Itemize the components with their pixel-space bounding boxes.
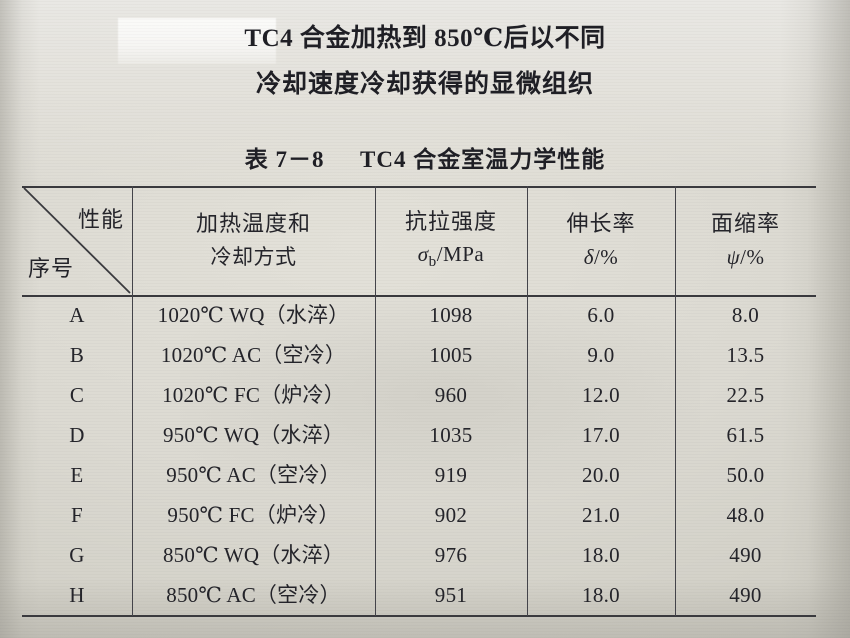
table-caption: 表 7－8 TC4 合金室温力学性能 (0, 140, 850, 174)
paper-shadow-bottom-edge (0, 578, 850, 638)
column-divider-4 (675, 186, 676, 616)
header-heating-line2: 冷却方式 (210, 244, 297, 269)
cell-tensile-strength: 976 (434, 543, 468, 567)
cell-heating-cooling: 1020℃ AC（空冷） (160, 343, 347, 367)
header-corner-index-label: 序号 (28, 256, 75, 281)
table-rule-bottom (22, 615, 816, 617)
table-row: E 950℃ AC（空冷） 919 20.0 50.0 (22, 455, 816, 495)
cell-elongation: 6.0 (587, 303, 615, 327)
header-elongation-line1: 伸长率 (566, 210, 636, 236)
header-reduction-line1: 面缩率 (710, 210, 780, 236)
header-cell-corner-diagonal: 性能 序号 (22, 186, 132, 295)
cell-tensile-strength: 1005 (429, 343, 473, 367)
cell-heating-cooling: 950℃ FC（炉冷） (167, 503, 340, 527)
table-row: B 1020℃ AC（空冷） 1005 9.0 13.5 (22, 335, 816, 375)
diagonal-slash-icon (23, 187, 131, 294)
header-cell-heating-and-cooling: 加热温度和 冷却方式 (132, 186, 375, 295)
cell-sample-id: E (70, 463, 84, 487)
figure-caption-line-2: 冷却速度冷却获得的显微组织 (255, 71, 594, 98)
column-divider-3 (527, 186, 528, 616)
cell-tensile-strength: 960 (434, 383, 468, 407)
cell-reduction-of-area: 490 (729, 543, 762, 567)
cell-sample-id: B (69, 343, 85, 367)
table-caption-number: 表 7－8 (244, 147, 325, 172)
cell-elongation: 20.0 (582, 463, 620, 487)
cell-heating-cooling: 850℃ AC（空冷） (166, 583, 341, 607)
figure-caption: TC4 合金加热到 850℃后以不同 冷却速度冷却获得的显微组织 (0, 16, 850, 108)
header-tensile-line1: 抗拉强度 (404, 208, 497, 234)
table-row: C 1020℃ FC（炉冷） 960 12.0 22.5 (22, 375, 816, 415)
table-row: G 850℃ WQ（水淬） 976 18.0 490 (22, 535, 816, 575)
column-divider-2 (375, 186, 376, 616)
mechanical-properties-table: 性能 序号 加热温度和 冷却方式 抗拉强度 σb/MPa 伸长率 δ/% 面缩率… (22, 186, 818, 617)
cell-sample-id: A (69, 303, 85, 327)
table-rule-header (22, 295, 816, 297)
cell-reduction-of-area: 8.0 (731, 303, 760, 327)
cell-tensile-strength: 1035 (429, 423, 473, 447)
table-row: F 950℃ FC（炉冷） 902 21.0 48.0 (22, 495, 816, 535)
header-cell-tensile-strength: 抗拉强度 σb/MPa (375, 186, 527, 295)
cell-sample-id: F (71, 503, 83, 527)
cell-elongation: 12.0 (582, 383, 620, 407)
column-divider-1 (132, 186, 133, 616)
table-row: A 1020℃ WQ（水淬） 1098 6.0 8.0 (22, 295, 816, 335)
header-cell-elongation: 伸长率 δ/% (527, 186, 675, 295)
scan-artifact-patch (118, 18, 276, 64)
header-corner-property-label: 性能 (77, 207, 124, 232)
paper-shadow-right-edge (780, 0, 850, 638)
cell-sample-id: G (69, 543, 85, 567)
cell-sample-id: C (69, 383, 85, 407)
cell-sample-id: D (69, 423, 85, 447)
cell-reduction-of-area: 50.0 (726, 463, 765, 487)
header-elongation-line2: δ/% (583, 244, 619, 269)
header-cell-reduction-of-area: 面缩率 ψ/% (675, 186, 816, 295)
cell-heating-cooling: 1020℃ WQ（水淬） (157, 303, 350, 327)
cell-elongation: 21.0 (582, 503, 620, 527)
table-row: D 950℃ WQ（水淬） 1035 17.0 61.5 (22, 415, 816, 455)
cell-elongation: 9.0 (587, 343, 615, 367)
figure-caption-line-1: TC4 合金加热到 850℃后以不同 (244, 25, 606, 52)
header-tensile-line2: σb/MPa (417, 242, 485, 271)
table-header-row: 性能 序号 加热温度和 冷却方式 抗拉强度 σb/MPa 伸长率 δ/% 面缩率… (22, 186, 818, 295)
cell-tensile-strength: 1098 (429, 303, 473, 327)
cell-tensile-strength: 919 (434, 463, 468, 487)
cell-elongation: 18.0 (582, 543, 620, 567)
table-rule-top (22, 186, 816, 188)
cell-reduction-of-area: 13.5 (726, 343, 765, 367)
cell-heating-cooling: 950℃ WQ（水淬） (162, 423, 345, 447)
header-reduction-line2: ψ/% (726, 244, 765, 269)
cell-reduction-of-area: 61.5 (726, 423, 765, 447)
cell-tensile-strength: 951 (434, 583, 468, 607)
table-caption-title: TC4 合金室温力学性能 (360, 147, 606, 172)
cell-tensile-strength: 902 (434, 503, 468, 527)
paper-shadow-left-edge (0, 0, 40, 638)
cell-elongation: 18.0 (582, 583, 620, 607)
cell-sample-id: H (69, 583, 85, 607)
cell-reduction-of-area: 48.0 (726, 503, 765, 527)
paper-shadow-middle (180, 300, 700, 490)
cell-reduction-of-area: 22.5 (726, 383, 765, 407)
cell-reduction-of-area: 490 (729, 583, 762, 607)
cell-heating-cooling: 1020℃ FC（炉冷） (162, 383, 345, 407)
table-body: A 1020℃ WQ（水淬） 1098 6.0 8.0 B 1020℃ AC（空冷） 1005… (22, 295, 818, 615)
header-heating-line1: 加热温度和 (195, 210, 311, 236)
cell-elongation: 17.0 (582, 423, 620, 447)
table-row: H 850℃ AC（空冷） 951 18.0 490 (22, 575, 816, 615)
cell-heating-cooling: 950℃ AC（空冷） (166, 463, 341, 487)
cell-heating-cooling: 850℃ WQ（水淬） (162, 543, 345, 567)
